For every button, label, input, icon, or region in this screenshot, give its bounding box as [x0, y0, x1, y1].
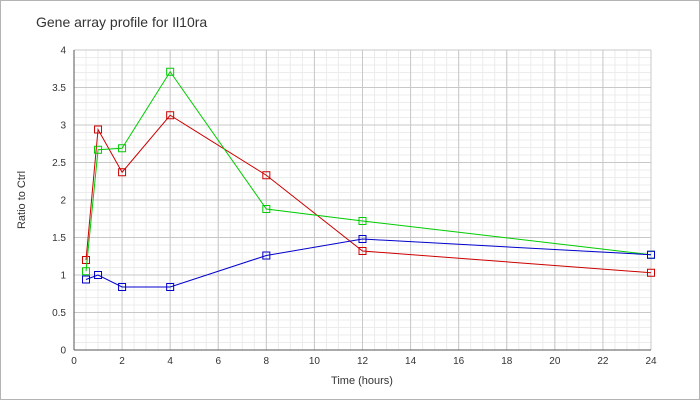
- x-tick-label: 6: [215, 356, 221, 367]
- y-axis-label: Ratio to Ctrl: [16, 171, 28, 229]
- grid: [73, 49, 652, 351]
- series-3-point: [166, 283, 175, 291]
- x-tick-label: 20: [549, 356, 561, 367]
- series-layer: [82, 67, 655, 291]
- series-3-point: [358, 235, 367, 243]
- series-1-point: [118, 168, 127, 177]
- series-1-point: [358, 247, 367, 255]
- series-2-point: [82, 267, 91, 276]
- y-tick-label: 2.5: [52, 158, 66, 169]
- series-1-point: [166, 111, 175, 120]
- series-3-point: [82, 275, 91, 284]
- y-tick-label: 3: [60, 121, 66, 132]
- series-3-point: [262, 251, 271, 260]
- y-tick-label: 0: [60, 346, 66, 357]
- series-2-point: [118, 144, 127, 153]
- y-tick-label: 1.5: [52, 233, 66, 244]
- series-line-1: [85, 114, 652, 274]
- series-3-point: [94, 271, 103, 279]
- x-tick-label: 0: [71, 356, 77, 367]
- series-3-point: [118, 283, 127, 291]
- x-tick-label: 22: [597, 356, 609, 367]
- series-3-point: [647, 250, 655, 259]
- x-tick-label: 12: [357, 356, 369, 367]
- y-tick-label: 1: [60, 271, 66, 282]
- series-line-2: [85, 70, 652, 272]
- series-1-point: [94, 125, 103, 134]
- x-tick-label: 4: [167, 356, 173, 367]
- chart-title: Gene array profile for Il10ra: [36, 14, 207, 30]
- y-tick-label: 0.5: [52, 308, 66, 319]
- x-tick-label: 18: [501, 356, 513, 367]
- series-line-3: [85, 238, 652, 288]
- y-tick-label: 3.5: [52, 83, 66, 94]
- x-tick-label: 2: [119, 356, 125, 367]
- series-1-point: [82, 256, 91, 264]
- series-2-point: [94, 145, 103, 154]
- x-tick-label: 10: [309, 356, 321, 367]
- x-tick-label: 14: [405, 356, 417, 367]
- x-tick-label: 8: [264, 356, 270, 367]
- series-2-point: [358, 217, 367, 225]
- x-tick-label: 16: [453, 356, 465, 367]
- series-1-point: [262, 171, 271, 180]
- series-1-point: [647, 268, 655, 277]
- series-2-point: [166, 67, 175, 76]
- y-tick-label: 2: [60, 196, 66, 207]
- y-tick-label: 4: [60, 46, 66, 57]
- x-tick-label: 24: [645, 356, 657, 367]
- x-axis-label: Time (hours): [331, 375, 393, 387]
- series-2-point: [262, 205, 271, 213]
